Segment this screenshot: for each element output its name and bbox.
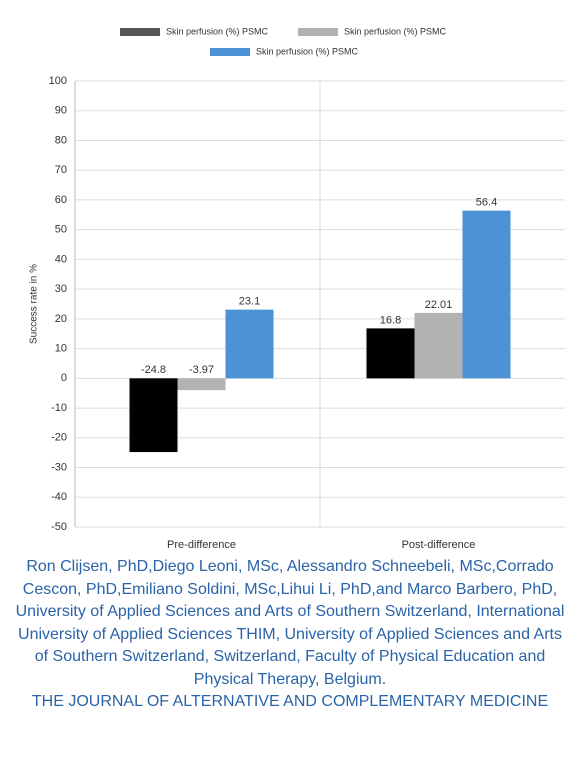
y-tick-label: 0 bbox=[61, 372, 67, 384]
y-tick-label: -40 bbox=[51, 491, 67, 503]
legend-swatch bbox=[210, 48, 250, 56]
bar bbox=[366, 328, 415, 379]
y-tick-label: 100 bbox=[49, 75, 67, 87]
x-tick-label: Post-difference bbox=[402, 539, 476, 551]
y-tick-label: 80 bbox=[55, 134, 67, 146]
journal: THE JOURNAL OF ALTERNATIVE AND COMPLEMEN… bbox=[31, 693, 549, 710]
caption: Ron Clijsen, PhD,Diego Leoni, MSc, Aless… bbox=[15, 558, 565, 688]
legend-label: Skin perfusion (%) PSMC bbox=[256, 46, 359, 56]
bar bbox=[129, 378, 178, 453]
data-label: -24.8 bbox=[141, 364, 166, 376]
chart: Success rate in % -50 -40 -30 -20 -10 0 10 20 30… bbox=[29, 26, 565, 551]
bar bbox=[414, 312, 463, 379]
y-tick-label: -10 bbox=[51, 402, 67, 414]
y-axis-label: Success rate in % bbox=[29, 264, 40, 344]
data-label: 23.1 bbox=[239, 296, 260, 308]
data-label: 22.01 bbox=[425, 299, 453, 311]
legend-label: Skin perfusion (%) PSMC bbox=[166, 26, 269, 36]
y-tick-label: 60 bbox=[55, 194, 67, 206]
y-tick-label: 90 bbox=[55, 105, 67, 117]
legend-swatch bbox=[298, 28, 338, 36]
y-tick-label: 20 bbox=[55, 313, 67, 325]
y-tick-label: 70 bbox=[55, 164, 67, 176]
y-tick-label: 40 bbox=[55, 253, 67, 265]
legend-swatch bbox=[120, 28, 160, 36]
x-tick-label: Pre-difference bbox=[167, 539, 236, 551]
bar bbox=[225, 309, 274, 379]
data-label: 16.8 bbox=[380, 314, 401, 326]
bar bbox=[177, 378, 226, 391]
y-tick-label: 10 bbox=[55, 343, 67, 355]
caption-block: Ron Clijsen, PhD,Diego Leoni, MSc, Aless… bbox=[10, 556, 570, 714]
legend-label: Skin perfusion (%) PSMC bbox=[344, 26, 447, 36]
y-tick-label: -20 bbox=[51, 432, 67, 444]
y-tick-label: 50 bbox=[55, 224, 67, 236]
y-tick-label: -30 bbox=[51, 461, 67, 473]
bar bbox=[462, 210, 511, 379]
data-label: -3.97 bbox=[189, 364, 214, 376]
y-tick-label: 30 bbox=[55, 283, 67, 295]
data-label: 56.4 bbox=[476, 197, 497, 209]
y-tick-label: -50 bbox=[51, 521, 67, 533]
